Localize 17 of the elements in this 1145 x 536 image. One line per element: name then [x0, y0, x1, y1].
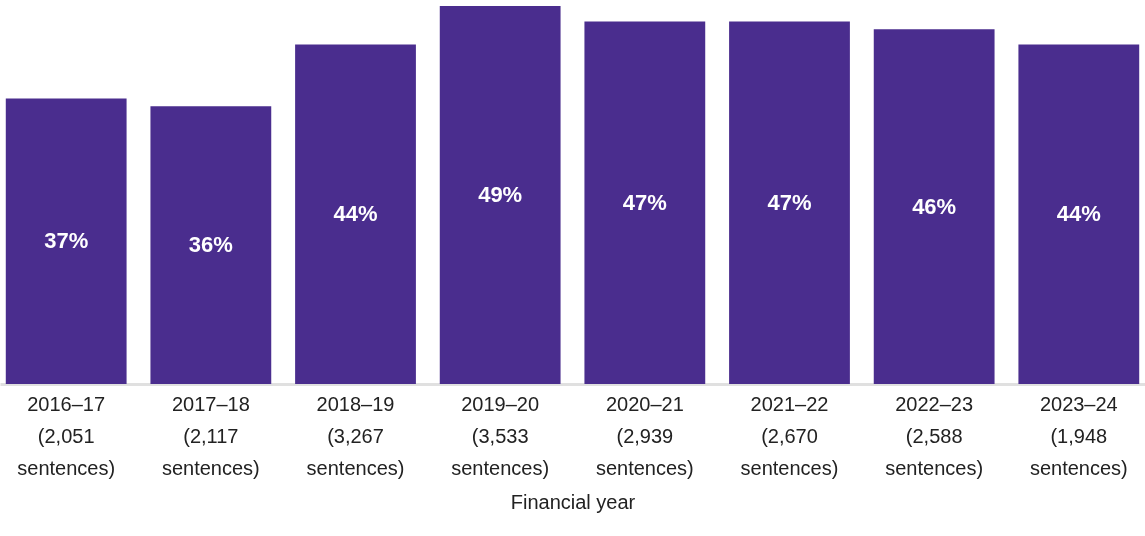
data-label: 36%: [188, 232, 233, 258]
data-label: 46%: [912, 193, 957, 219]
x-tick-label: 2021–22 (2,670 sentences): [740, 392, 839, 479]
x-axis-title: Financial year: [510, 490, 636, 513]
x-tick-label: 2017–18 (2,117 sentences): [161, 392, 260, 479]
x-tick-label: 2020–21 (2,939 sentences): [595, 392, 694, 479]
x-tick-label: 2016–17 (2,051 sentences): [17, 392, 116, 479]
data-label: 44%: [1056, 201, 1101, 227]
x-tick-label: 2022–23 (2,588 sentences): [885, 392, 984, 479]
data-label: 47%: [767, 189, 812, 215]
data-label: 44%: [333, 201, 378, 227]
data-label: 47%: [622, 189, 667, 215]
data-label: 37%: [44, 228, 89, 254]
x-tick-label: 2023–24 (1,948 sentences): [1029, 392, 1128, 479]
x-tick-label: 2018–19 (3,267 sentences): [306, 392, 405, 479]
x-tick-label: 2019–20 (3,533 sentences): [451, 392, 550, 479]
data-label: 49%: [478, 182, 523, 207]
